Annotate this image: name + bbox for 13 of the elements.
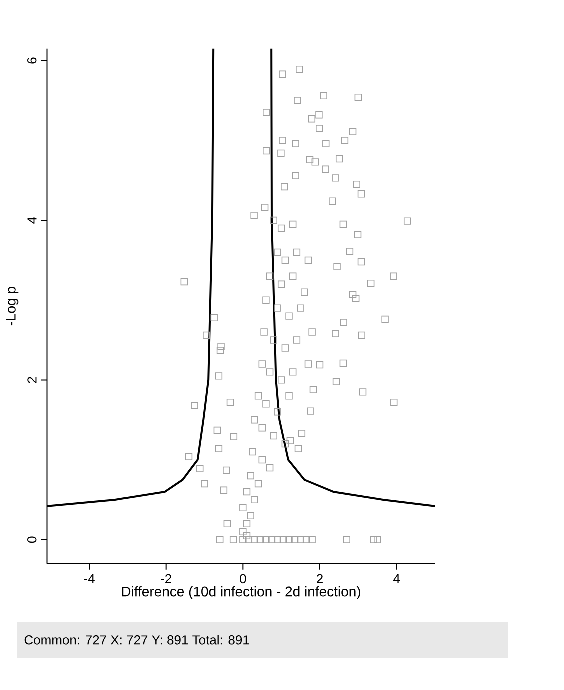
y-tick-label: 0 bbox=[28, 536, 37, 543]
x-tick-label: -4 bbox=[84, 574, 95, 584]
x-tick-label: 2 bbox=[317, 574, 323, 584]
x-tick-label: 4 bbox=[394, 574, 400, 584]
y-tick-label: 4 bbox=[28, 217, 37, 224]
x-tick-label: -2 bbox=[161, 574, 172, 584]
line-series bbox=[270, 48, 436, 508]
y-axis-title: -Log p bbox=[6, 287, 19, 326]
y-tick-label: 6 bbox=[28, 58, 37, 64]
y-tick-label: 2 bbox=[28, 377, 37, 384]
text: Common: 727 X: 727 Y: 891 Total: 891 bbox=[24, 635, 250, 645]
x-axis-title: Difference (10d infection - 2d infection) bbox=[122, 586, 360, 600]
x-tick-label: 0 bbox=[240, 574, 246, 584]
